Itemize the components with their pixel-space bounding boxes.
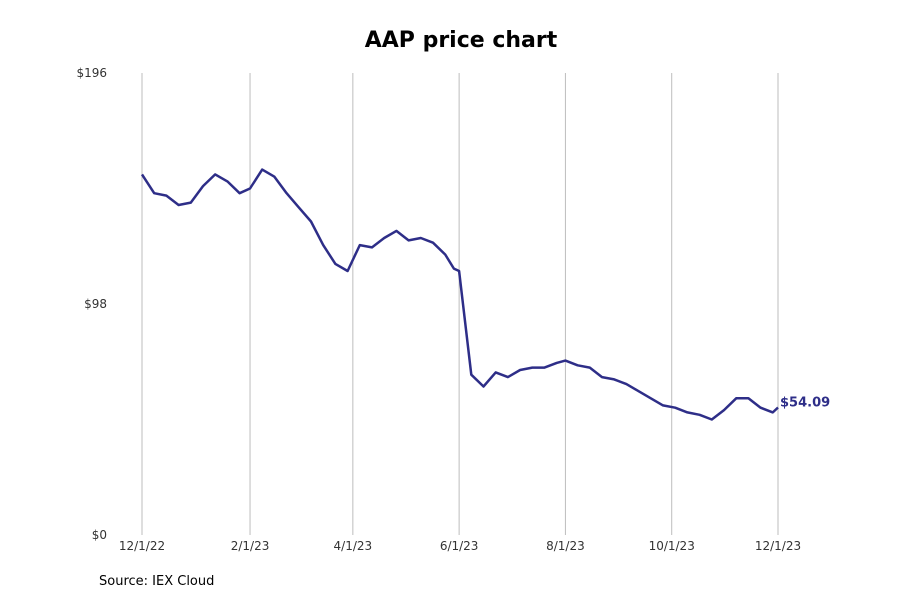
x-tick-label: 4/1/23 [334, 539, 373, 553]
price-series-line [140, 168, 779, 421]
source-note: Source: IEX Cloud [99, 574, 215, 589]
x-tick-label: 12/1/22 [119, 539, 165, 553]
x-tick-label: 6/1/23 [440, 539, 479, 553]
x-tick-label: 2/1/23 [231, 539, 270, 553]
y-tick-label: $98 [84, 297, 107, 311]
chart-title: AAP price chart [364, 28, 558, 53]
last-price-label: $54.09 [780, 396, 830, 411]
x-tick-label: 10/1/23 [649, 539, 695, 553]
x-tick-label: 12/1/23 [755, 539, 801, 553]
x-tick-label: 8/1/23 [546, 539, 585, 553]
gridlines [141, 73, 779, 535]
axis-ticks: 12/1/22 2/1/23 4/1/23 6/1/23 8/1/23 10/1/23 12… [76, 66, 801, 553]
y-tick-label: $196 [76, 66, 107, 80]
y-tick-label: $0 [92, 528, 107, 542]
